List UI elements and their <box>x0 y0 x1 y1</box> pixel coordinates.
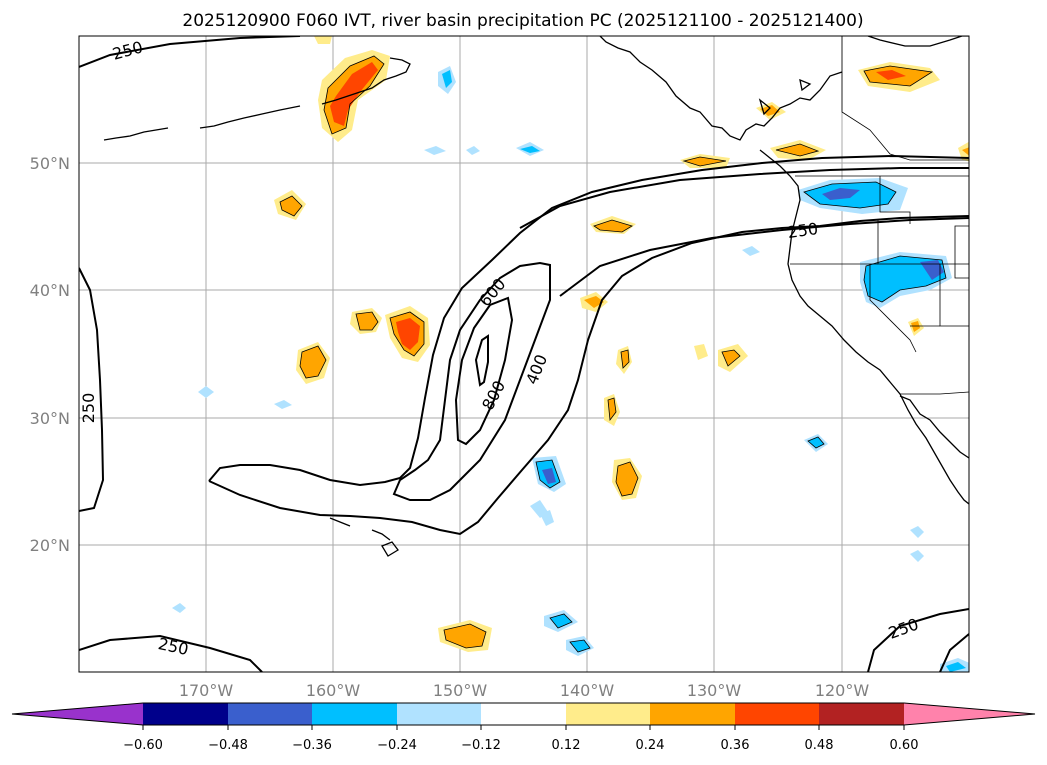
colorbar-label-5: −0.12 <box>461 738 501 753</box>
precip-pc-contours <box>279 55 947 653</box>
latitude-labels: 50°N 40°N 30°N 20°N <box>30 154 70 555</box>
colorbar-label-7: 0.24 <box>636 738 665 753</box>
ivt-contours <box>79 36 969 672</box>
colorbar-bin-8 <box>735 703 819 725</box>
colorbar-bin-6 <box>566 703 650 725</box>
colorbar-label-8: 0.36 <box>721 738 750 753</box>
lon-label-140w: 140°W <box>560 681 615 700</box>
contour-label-250-east: 250 <box>786 219 819 242</box>
colorbar-label-3: −0.36 <box>292 738 332 753</box>
colorbar-extend-low <box>12 703 143 725</box>
lon-label-130w: 130°W <box>687 681 742 700</box>
lon-label-160w: 160°W <box>306 681 361 700</box>
map-panel: 250 250 250 250 250 600 400 800 50°N 40°… <box>30 35 970 700</box>
lat-label-50n: 50°N <box>30 154 70 173</box>
map-gridlines <box>79 36 969 672</box>
colorbar-bin-9 <box>819 703 904 725</box>
colorbar-bin-1 <box>143 703 228 725</box>
colorbar-label-1: −0.60 <box>123 738 163 753</box>
colorbar-label-6: 0.12 <box>552 738 581 753</box>
colorbar-extend-high <box>904 703 1035 725</box>
colorbar-bin-3 <box>312 703 397 725</box>
figure-title: 2025120900 F060 IVT, river basin precipi… <box>182 11 863 31</box>
colorbar-bin-4 <box>397 703 481 725</box>
lon-label-120w: 120°W <box>815 681 870 700</box>
coastlines <box>103 36 969 557</box>
contour-label-250-west: 250 <box>79 393 98 424</box>
longitude-labels: 170°W 160°W 150°W 140°W 130°W 120°W <box>179 681 870 700</box>
map-frame <box>78 35 970 673</box>
lat-label-40n: 40°N <box>30 281 70 300</box>
colorbar-bin-2 <box>228 703 312 725</box>
lat-label-20n: 20°N <box>30 536 70 555</box>
colorbar-bin-7 <box>650 703 735 725</box>
colorbar-tick-labels: −0.60 −0.48 −0.36 −0.24 −0.12 0.12 0.24 … <box>123 738 918 753</box>
political-borders <box>790 36 969 395</box>
lon-label-150w: 150°W <box>433 681 488 700</box>
colorbar-label-10: 0.60 <box>890 738 919 753</box>
colorbar-label-2: −0.48 <box>208 738 248 753</box>
colorbar-bin-5 <box>481 703 566 725</box>
colorbar-label-9: 0.48 <box>805 738 834 753</box>
lon-label-170w: 170°W <box>179 681 234 700</box>
colorbar-ticks <box>142 725 905 730</box>
colorbar-label-4: −0.24 <box>377 738 417 753</box>
colorbar: −0.60 −0.48 −0.36 −0.24 −0.12 0.12 0.24 … <box>11 702 1036 753</box>
lat-label-30n: 30°N <box>30 409 70 428</box>
